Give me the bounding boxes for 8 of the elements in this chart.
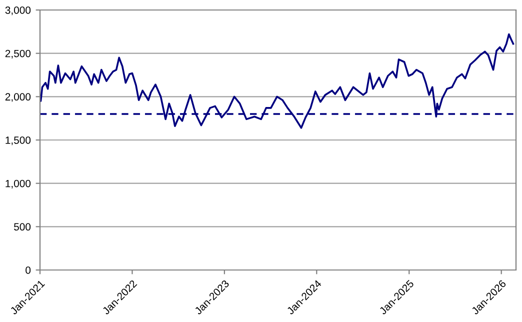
y-tick-label: 0 (26, 266, 31, 274)
y-tick-label: 2,000 (5, 93, 31, 102)
y-tick-label: 2,500 (5, 50, 31, 58)
y-tick-label: 1,500 (6, 136, 31, 146)
y-tick-label: 500 (14, 223, 31, 231)
y-tick-label: 1,000 (6, 180, 31, 188)
y-tick-label: 3,000 (5, 6, 31, 16)
line-series (40, 33, 514, 129)
